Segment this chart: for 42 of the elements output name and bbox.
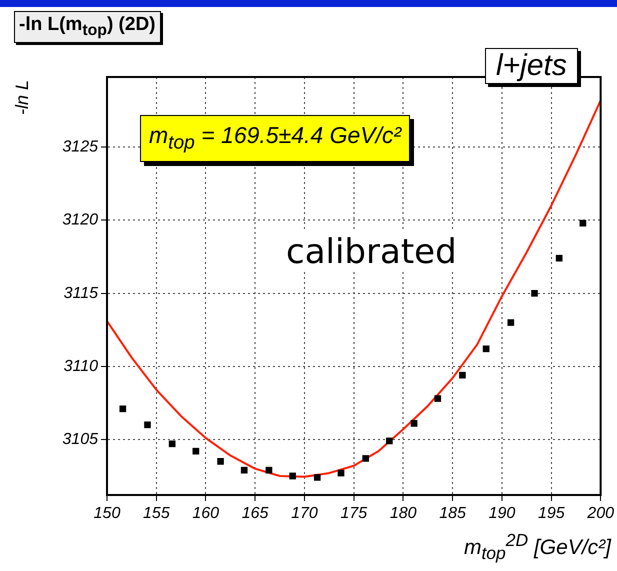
point bbox=[386, 438, 393, 444]
x-tick-label: 190 bbox=[488, 505, 516, 522]
point bbox=[482, 346, 490, 352]
point bbox=[217, 458, 224, 465]
point bbox=[580, 220, 586, 226]
x-tick-label: 175 bbox=[340, 505, 368, 522]
x-tick-label: 170 bbox=[291, 505, 318, 522]
y-tick-label: 3105 bbox=[62, 430, 98, 448]
point bbox=[168, 440, 176, 448]
x-tick-label: 180 bbox=[390, 505, 417, 522]
x-tick-label: 150 bbox=[94, 505, 120, 522]
point bbox=[338, 470, 344, 476]
annotation: l+jets bbox=[485, 48, 578, 84]
x-axis-title: m$_{top}$$^{2D}$ [GeV/c²] bbox=[464, 530, 611, 564]
point bbox=[507, 319, 514, 326]
chart-title: -ln L(m$_{top}$) (2D) bbox=[14, 11, 160, 43]
point bbox=[434, 395, 442, 402]
point bbox=[531, 290, 538, 297]
y-tick-label: 3110 bbox=[64, 358, 98, 375]
y-axis-title: -ln L bbox=[12, 80, 33, 116]
x-tick-label: 195 bbox=[538, 505, 565, 522]
point bbox=[362, 455, 370, 462]
point bbox=[119, 405, 126, 412]
x-tick-label: 185 bbox=[439, 505, 466, 522]
y-tick-label: 3120 bbox=[62, 212, 98, 229]
point bbox=[289, 472, 296, 480]
annotation: m$_{top}$ = 169.5±4.4 GeV/c² bbox=[140, 115, 410, 162]
point bbox=[556, 254, 563, 262]
point bbox=[192, 448, 200, 454]
point bbox=[314, 474, 321, 481]
point bbox=[410, 420, 418, 427]
point bbox=[459, 372, 466, 378]
point bbox=[144, 422, 151, 428]
y-tick-label: 3115 bbox=[64, 284, 98, 302]
x-tick-label: 165 bbox=[242, 505, 269, 522]
annotation: calibrated bbox=[280, 232, 463, 272]
x-tick-label: 155 bbox=[143, 505, 170, 522]
x-tick-label: 160 bbox=[192, 505, 220, 522]
point bbox=[266, 466, 272, 474]
x-tick-label: 200 bbox=[586, 505, 614, 522]
point bbox=[240, 466, 248, 474]
y-tick-label: 3125 bbox=[62, 138, 98, 156]
